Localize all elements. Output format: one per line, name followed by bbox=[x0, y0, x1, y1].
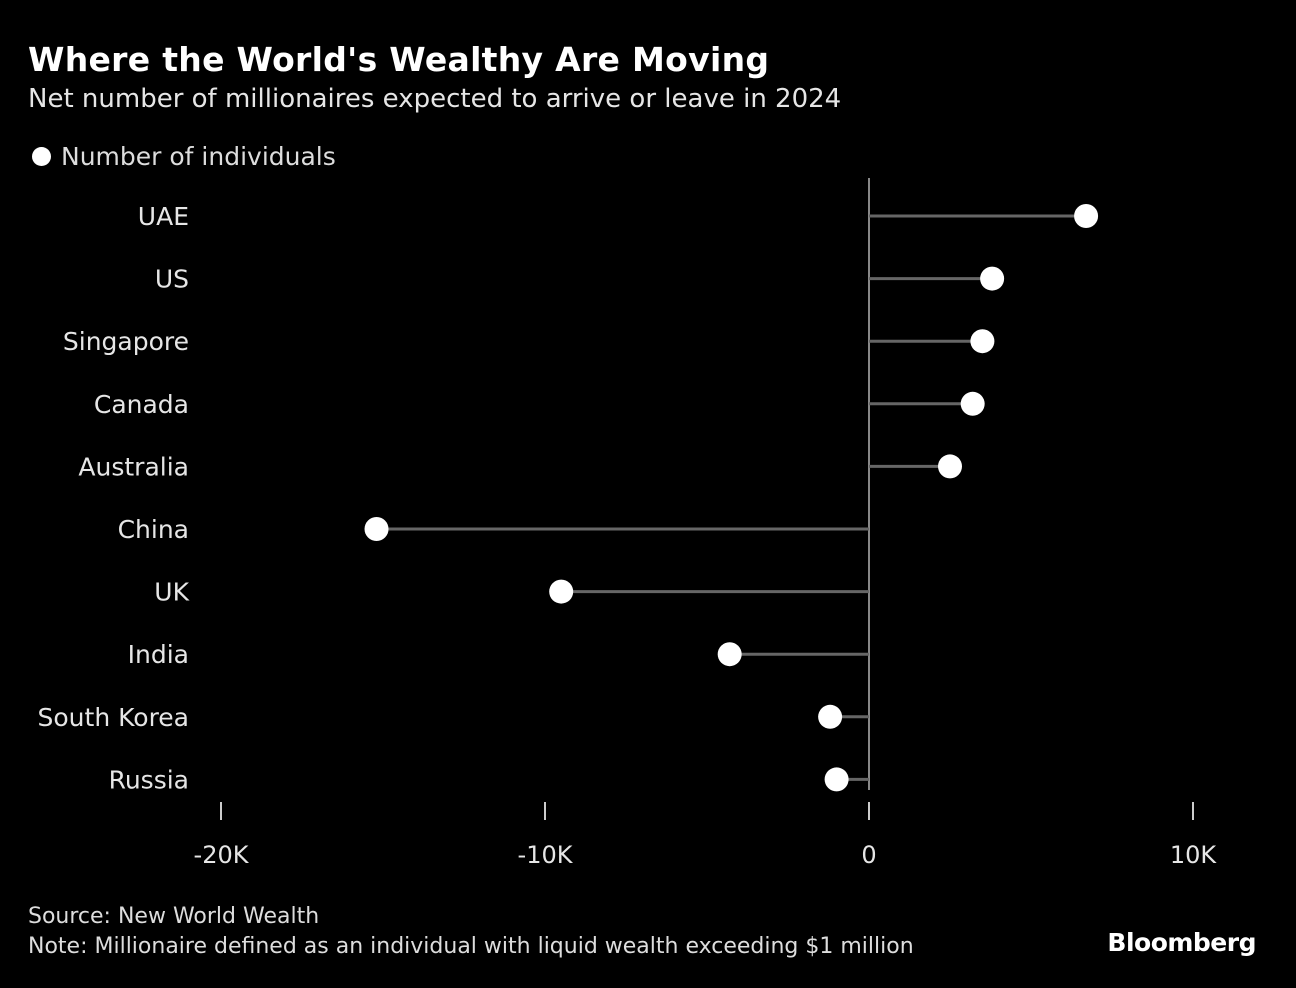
category-label: Singapore bbox=[63, 327, 189, 356]
data-point bbox=[980, 266, 1005, 291]
data-point bbox=[938, 454, 962, 479]
data-point bbox=[960, 391, 985, 416]
legend-dot-icon bbox=[32, 147, 51, 166]
data-point bbox=[717, 642, 742, 667]
chart-subtitle: Net number of millionaires expected to a… bbox=[28, 84, 842, 114]
x-tick-label: -20K bbox=[194, 841, 250, 869]
bloomberg-logo: Bloomberg bbox=[1107, 928, 1256, 957]
category-label: UAE bbox=[138, 202, 189, 231]
footnote: Note: Millionaire defined as an individu… bbox=[28, 934, 914, 959]
category-label: South Korea bbox=[38, 703, 189, 732]
category-label: India bbox=[128, 640, 189, 669]
data-point bbox=[970, 329, 995, 354]
category-label: Canada bbox=[94, 390, 189, 419]
data-point bbox=[818, 704, 843, 729]
data-point bbox=[549, 579, 574, 604]
chart-title: Where the World's Wealthy Are Moving bbox=[28, 40, 770, 79]
category-label: US bbox=[155, 265, 189, 294]
legend-label: Number of individuals bbox=[61, 142, 336, 171]
category-label: Australia bbox=[78, 452, 189, 481]
data-point bbox=[824, 767, 849, 792]
legend: Number of individuals bbox=[32, 142, 336, 171]
x-tick-label: -10K bbox=[518, 841, 574, 869]
data-point bbox=[364, 517, 389, 541]
source-note: Source: New World Wealth bbox=[28, 904, 320, 929]
x-tick-label: 0 bbox=[861, 841, 876, 869]
category-label: China bbox=[118, 515, 189, 544]
category-label: Russia bbox=[109, 765, 189, 794]
x-tick-label: 10K bbox=[1170, 841, 1218, 869]
data-point bbox=[1074, 204, 1099, 228]
category-label: UK bbox=[154, 578, 189, 607]
